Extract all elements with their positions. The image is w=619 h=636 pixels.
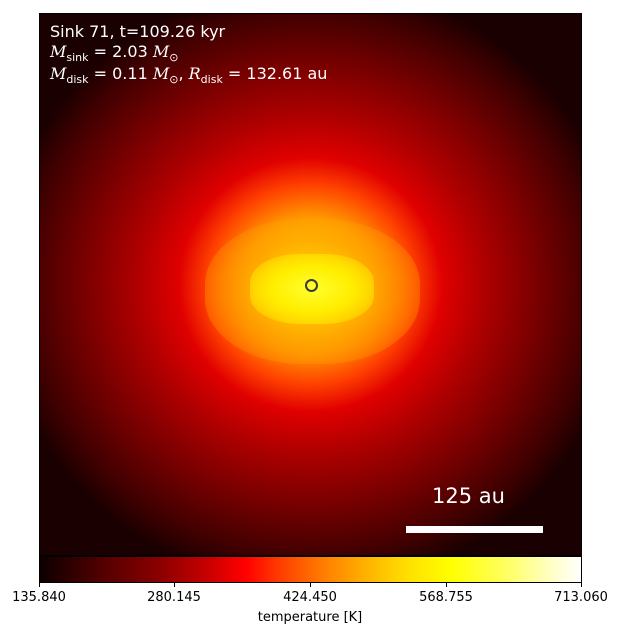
msun-subscript-1: ⊙ — [169, 51, 179, 65]
rdisk-subscript: disk — [200, 73, 223, 87]
colorbar-tick — [310, 583, 311, 587]
sink-info-line: Sink 71, t=109.26 kyr — [50, 22, 225, 41]
colorbar — [39, 556, 582, 583]
mdisk-symbol: M — [50, 64, 67, 83]
sink-id-time: Sink 71, t=109.26 kyr — [50, 22, 226, 41]
scalebar-label: 125 au — [432, 484, 505, 508]
colorbar-tick — [39, 583, 40, 587]
mdisk-subscript: disk — [66, 73, 89, 87]
msun-subscript-2: ⊙ — [169, 73, 179, 87]
colorbar-tick — [581, 583, 582, 587]
colorbar-tick-label: 135.840 — [12, 590, 66, 605]
colorbar-tick-label: 568.755 — [419, 590, 473, 605]
mdisk-unit: M — [152, 64, 170, 83]
temperature-map: Sink 71, t=109.26 kyr Msink = 2.03 M⊙ Md… — [39, 13, 582, 556]
sink-marker-icon — [305, 279, 318, 292]
colorbar-tick-label: 713.060 — [554, 590, 608, 605]
colorbar-tick — [446, 583, 447, 587]
msink-value: = 2.03 — [93, 42, 148, 61]
rdisk-symbol: R — [188, 64, 201, 83]
msink-unit: M — [152, 42, 170, 61]
msink-symbol: M — [50, 42, 67, 61]
rdisk-value: = 132.61 au — [227, 64, 328, 83]
mdisk-value: = 0.11 — [93, 64, 148, 83]
colorbar-tick — [174, 583, 175, 587]
scalebar — [406, 526, 543, 533]
disk-line: Mdisk = 0.11 M⊙, Rdisk = 132.61 au — [50, 64, 328, 87]
msink-subscript: sink — [66, 51, 89, 65]
colorbar-tick-label: 424.450 — [283, 590, 337, 605]
colorbar-tick-label: 280.145 — [147, 590, 201, 605]
colorbar-label: temperature [K] — [257, 610, 363, 625]
sink-mass-line: Msink = 2.03 M⊙ — [50, 42, 178, 67]
